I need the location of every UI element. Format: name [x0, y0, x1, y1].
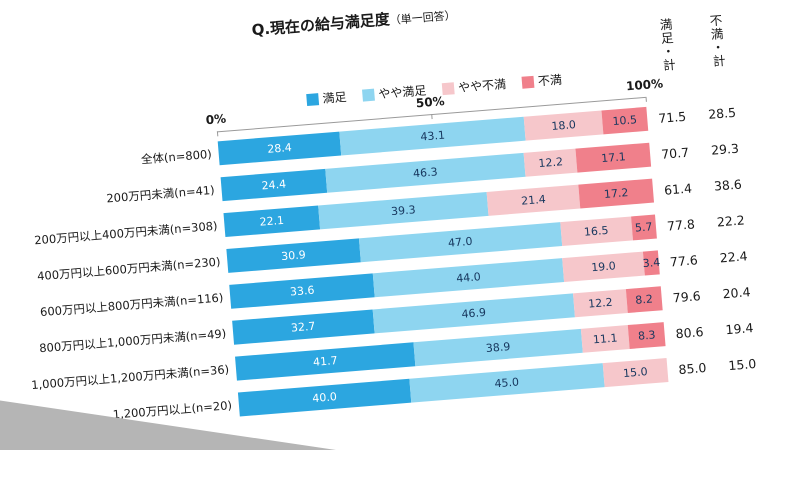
bar-segment-value: 33.6: [289, 283, 315, 299]
bar-segment-value: 38.9: [485, 340, 511, 355]
totals-headers: 満足・計 不満・計: [639, 12, 743, 74]
bar-segment-value: 5.7: [634, 220, 653, 235]
bar-segment-value: 18.0: [550, 118, 577, 134]
dissatisfied-total-cell: 22.4: [719, 247, 749, 265]
bar-segment: 11.1: [580, 325, 630, 353]
bar-segment-value: 3.4: [642, 255, 661, 271]
bar-segment-value: 46.9: [461, 305, 487, 321]
bar-segment-value: 32.7: [290, 319, 316, 335]
satisfied-total-cell: 80.6: [675, 323, 705, 341]
bar-segment-value: 15.0: [622, 365, 649, 381]
bar-segment-value: 11.1: [592, 331, 618, 347]
bar-segment: 12.2: [573, 289, 628, 318]
satisfied-total-cell: 85.0: [677, 359, 707, 377]
dissatisfied-total-cell: 22.2: [716, 211, 746, 230]
bar-segment-value: 16.5: [583, 223, 609, 239]
bar-segment-value: 8.2: [634, 292, 654, 307]
bar-segment: 17.2: [578, 178, 654, 209]
bar-segment-value: 39.3: [390, 203, 417, 219]
satisfied-total-cell: 70.7: [660, 144, 690, 162]
dissatisfied-total-cell: 29.3: [710, 140, 740, 158]
satisfied-total-cell: 77.6: [669, 251, 699, 269]
bar-segment: 16.5: [559, 216, 633, 247]
bar-segment-value: 41.7: [312, 353, 339, 369]
bar-segment: 22.1: [223, 205, 321, 238]
bar-segment: 17.1: [575, 142, 652, 173]
dissatisfied-total-header-cell: 不満・計: [689, 12, 743, 70]
bar-segment: 10.5: [601, 106, 649, 135]
bar-segment-value: 12.2: [537, 155, 564, 171]
axis-tick-label: 0%: [205, 111, 227, 128]
dissatisfied-total-cell: 15.0: [727, 355, 757, 373]
bar-segment-value: 21.4: [520, 192, 547, 208]
bar-segment: 21.4: [486, 184, 581, 216]
satisfied-total-cell: 71.5: [657, 108, 687, 126]
bar-segment-value: 17.2: [603, 186, 629, 202]
bar-segment-value: 8.3: [637, 328, 657, 343]
bar-segment-value: 19.0: [590, 259, 617, 275]
dissatisfied-total-cell: 19.4: [724, 319, 754, 337]
bar-segment: 18.0: [524, 110, 604, 141]
chart-title: Q.現在の給与満足度（単一回答）: [0, 0, 723, 62]
satisfied-total-cell: 79.6: [672, 287, 702, 305]
bar-segment: 30.9: [226, 238, 361, 273]
dissatisfied-total-cell: 28.5: [707, 104, 737, 122]
bar-segment-value: 40.0: [311, 390, 338, 406]
bar-segment-value: 22.1: [259, 213, 285, 229]
bar-segment-value: 46.3: [412, 165, 439, 181]
satisfied-total-cell: 77.8: [666, 215, 696, 234]
dissatisfied-total-header: 不満・計: [706, 13, 727, 69]
bar-segment-value: 17.1: [600, 150, 627, 166]
axis-tick-label: 50%: [415, 94, 446, 111]
bar-segment: 12.2: [523, 148, 578, 177]
bar-segment-value: 47.0: [447, 234, 473, 250]
bar-segment: 40.0: [237, 378, 412, 417]
dissatisfied-total-cell: 20.4: [721, 283, 751, 301]
satisfied-total-cell: 61.4: [663, 179, 693, 198]
bar-segment: 28.4: [217, 131, 342, 166]
bar-segment-value: 43.1: [420, 128, 446, 144]
bar-segment-value: 45.0: [494, 375, 520, 391]
chart-title-note: （単一回答）: [389, 8, 457, 28]
axis-tick-label: 100%: [625, 76, 664, 94]
bar-segment-value: 30.9: [280, 248, 307, 264]
chart-title-text: Q.現在の給与満足度: [250, 10, 391, 40]
bar-segment-value: 10.5: [612, 113, 638, 129]
bar-segment: 32.7: [232, 309, 375, 345]
bar-segment: 5.7: [630, 214, 657, 241]
bar-segment-value: 44.0: [455, 270, 482, 286]
bar-segment: 33.6: [229, 273, 376, 309]
bar-segment: 15.0: [602, 358, 669, 388]
row-label: 1,200万円以上(n=20): [112, 398, 233, 422]
bar-segment: 24.4: [220, 168, 328, 202]
bar-segment: 8.2: [625, 286, 663, 314]
bar-segment: 8.3: [628, 322, 666, 349]
bar-segment-value: 12.2: [587, 295, 614, 311]
satisfied-total-header: 満足・計: [657, 17, 677, 73]
bar-segment: 19.0: [561, 251, 646, 283]
bar-segment: 3.4: [642, 250, 661, 276]
bar-segment-value: 24.4: [261, 177, 287, 193]
bar-segment-value: 28.4: [266, 140, 293, 156]
dissatisfied-total-cell: 38.6: [713, 175, 743, 194]
chart-rows: 全体(n=800) 28.4 43.1 18.0 10.5 71.5 28.5 200万円未満…: [0, 92, 774, 440]
